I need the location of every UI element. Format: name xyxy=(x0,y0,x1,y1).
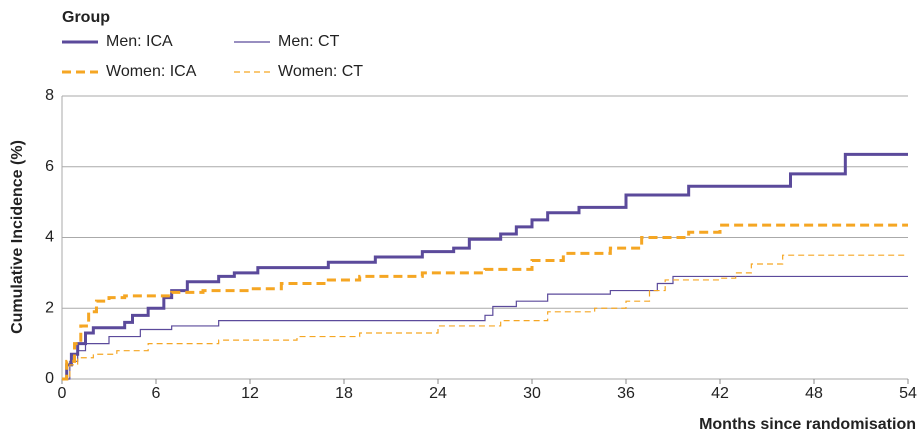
x-tick-label: 24 xyxy=(429,385,447,402)
x-axis-label: Months since randomisation xyxy=(699,416,916,433)
legend-label: Women: CT xyxy=(278,63,363,80)
series-line xyxy=(62,152,908,381)
series-line xyxy=(62,275,908,380)
legend-label: Men: ICA xyxy=(106,33,173,50)
y-tick-label: 2 xyxy=(45,299,54,316)
x-tick-label: 54 xyxy=(899,385,917,402)
legend-label: Men: CT xyxy=(278,33,340,50)
y-tick-label: 0 xyxy=(45,370,54,387)
y-tick-label: 4 xyxy=(45,229,54,246)
x-tick-label: 48 xyxy=(805,385,823,402)
legend-label: Women: ICA xyxy=(106,63,197,80)
y-tick-label: 6 xyxy=(45,158,54,175)
x-tick-label: 42 xyxy=(711,385,729,402)
x-tick-label: 18 xyxy=(335,385,353,402)
series-line xyxy=(62,223,908,381)
y-axis-label: Cumulative Incidence (%) xyxy=(9,140,26,334)
x-tick-label: 6 xyxy=(152,385,161,402)
x-tick-label: 36 xyxy=(617,385,635,402)
x-tick-label: 12 xyxy=(241,385,259,402)
y-tick-label: 8 xyxy=(45,87,54,104)
x-tick-label: 0 xyxy=(58,385,67,402)
series-line xyxy=(62,254,908,380)
x-tick-label: 30 xyxy=(523,385,541,402)
legend-title: Group xyxy=(62,9,110,26)
